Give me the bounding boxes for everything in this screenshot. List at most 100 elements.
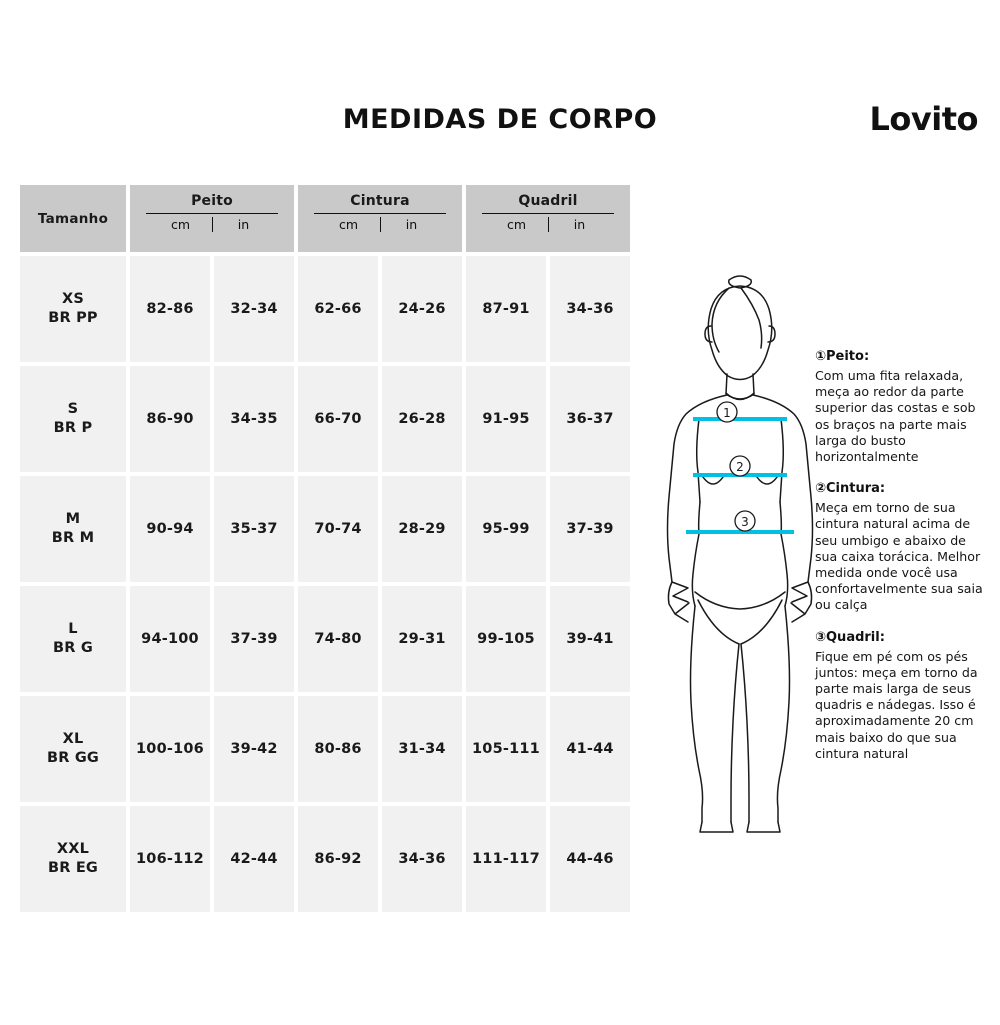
brand-logo: Lovito [869, 100, 979, 138]
unit-label-quadril-cm: cm [506, 217, 527, 232]
body-figure-illustration: 1 2 3 [655, 262, 825, 837]
marker-label-1: 1 [723, 406, 731, 420]
size-label-br: BR GG [46, 750, 100, 766]
size-label: XXL [56, 841, 90, 857]
cell-peito-in: 39-42 [214, 696, 294, 802]
column-header-quadril: Quadril cm in [466, 185, 630, 252]
cell-size: XXL BR EG [20, 806, 126, 912]
table-header-row: Tamanho Peito cm in Cintura cm in Quadri… [20, 185, 638, 252]
instruction-text-cintura: Meça em torno de sua cintura natural aci… [815, 500, 983, 613]
cell-quadril-in: 39-41 [550, 586, 630, 692]
measurement-instructions: ①Peito: Com uma fita relaxada, meça ao r… [815, 348, 990, 777]
table-row: L BR G 94-100 37-39 74-80 29-31 99-105 3… [20, 586, 638, 692]
unit-label-peito-in: in [237, 217, 250, 232]
size-label: XL [62, 731, 84, 747]
unit-label-cintura-cm: cm [338, 217, 359, 232]
table-row: M BR M 90-94 35-37 70-74 28-29 95-99 37-… [20, 476, 638, 582]
cell-cintura-cm: 62-66 [298, 256, 378, 362]
size-label-br: BR EG [47, 860, 99, 876]
group-rule-quadril [482, 213, 614, 214]
instruction-block-cintura: ②Cintura: Meça em torno de sua cintura n… [815, 480, 990, 613]
cell-size: XS BR PP [20, 256, 126, 362]
table-row: XS BR PP 82-86 32-34 62-66 24-26 87-91 3… [20, 256, 638, 362]
cell-peito-cm: 106-112 [130, 806, 210, 912]
instruction-heading-cintura: ②Cintura: [815, 481, 886, 497]
group-units-quadril: cm in [482, 217, 614, 232]
cell-peito-in: 35-37 [214, 476, 294, 582]
cell-cintura-cm: 74-80 [298, 586, 378, 692]
instruction-block-quadril: ③Quadril: Fique em pé com os pés juntos:… [815, 629, 990, 762]
page-title: MEDIDAS DE CORPO [342, 104, 658, 135]
instruction-text-quadril: Fique em pé com os pés juntos: meça em t… [815, 648, 978, 761]
cell-cintura-in: 24-26 [382, 256, 462, 362]
group-label-cintura: Cintura [350, 193, 410, 209]
size-label-br: BR M [51, 530, 95, 546]
cell-quadril-in: 37-39 [550, 476, 630, 582]
unit-divider-cintura [379, 217, 381, 232]
size-label-br: BR P [53, 420, 93, 436]
unit-label-peito-cm: cm [170, 217, 191, 232]
cell-peito-in: 32-34 [214, 256, 294, 362]
cell-peito-cm: 90-94 [130, 476, 210, 582]
cell-peito-in: 34-35 [214, 366, 294, 472]
size-label: XS [61, 291, 85, 307]
group-units-peito: cm in [146, 217, 278, 232]
cell-cintura-cm: 70-74 [298, 476, 378, 582]
cell-cintura-in: 26-28 [382, 366, 462, 472]
table-row: S BR P 86-90 34-35 66-70 26-28 91-95 36-… [20, 366, 638, 472]
column-header-peito: Peito cm in [130, 185, 294, 252]
cell-quadril-in: 36-37 [550, 366, 630, 472]
group-label-quadril: Quadril [518, 193, 578, 209]
marker-circle-1 [716, 401, 738, 423]
cell-peito-cm: 100-106 [130, 696, 210, 802]
cell-peito-cm: 94-100 [130, 586, 210, 692]
unit-divider-quadril [547, 217, 549, 232]
cell-cintura-in: 28-29 [382, 476, 462, 582]
instruction-block-peito: ①Peito: Com uma fita relaxada, meça ao r… [815, 348, 990, 465]
unit-label-quadril-in: in [573, 217, 586, 232]
cell-quadril-cm: 111-117 [466, 806, 546, 912]
cell-quadril-in: 44-46 [550, 806, 630, 912]
table-row: XL BR GG 100-106 39-42 80-86 31-34 105-1… [20, 696, 638, 802]
cell-cintura-cm: 86-92 [298, 806, 378, 912]
cell-cintura-in: 31-34 [382, 696, 462, 802]
cell-quadril-in: 41-44 [550, 696, 630, 802]
marker-circle-2 [729, 455, 751, 477]
unit-label-cintura-in: in [405, 217, 418, 232]
cell-peito-cm: 86-90 [130, 366, 210, 472]
group-label-peito: Peito [191, 193, 233, 209]
table-row: XXL BR EG 106-112 42-44 86-92 34-36 111-… [20, 806, 638, 912]
marker-circle-3 [734, 510, 756, 532]
cell-size: XL BR GG [20, 696, 126, 802]
cell-quadril-cm: 99-105 [466, 586, 546, 692]
cell-quadril-cm: 87-91 [466, 256, 546, 362]
cell-size: L BR G [20, 586, 126, 692]
instruction-text-peito: Com uma fita relaxada, meça ao redor da … [815, 368, 976, 465]
size-label: S [67, 401, 79, 417]
cell-peito-cm: 82-86 [130, 256, 210, 362]
group-rule-cintura [314, 213, 446, 214]
cell-cintura-in: 34-36 [382, 806, 462, 912]
cell-peito-in: 37-39 [214, 586, 294, 692]
cell-quadril-cm: 105-111 [466, 696, 546, 802]
size-label: M [65, 511, 81, 527]
cell-quadril-in: 34-36 [550, 256, 630, 362]
group-rule-peito [146, 213, 278, 214]
column-header-tamanho: Tamanho [20, 185, 126, 252]
marker-label-2: 2 [736, 460, 744, 474]
cell-size: M BR M [20, 476, 126, 582]
size-label-br: BR G [53, 640, 93, 656]
group-units-cintura: cm in [314, 217, 446, 232]
cell-cintura-cm: 80-86 [298, 696, 378, 802]
column-header-cintura: Cintura cm in [298, 185, 462, 252]
instruction-heading-peito: ①Peito: [815, 349, 870, 364]
cell-peito-in: 42-44 [214, 806, 294, 912]
cell-cintura-cm: 66-70 [298, 366, 378, 472]
size-label: L [68, 621, 78, 637]
size-label-br: BR PP [48, 310, 98, 326]
cell-size: S BR P [20, 366, 126, 472]
cell-quadril-cm: 91-95 [466, 366, 546, 472]
size-chart-table: Tamanho Peito cm in Cintura cm in Quadri… [20, 185, 638, 912]
unit-divider-peito [211, 217, 213, 232]
cell-quadril-cm: 95-99 [466, 476, 546, 582]
